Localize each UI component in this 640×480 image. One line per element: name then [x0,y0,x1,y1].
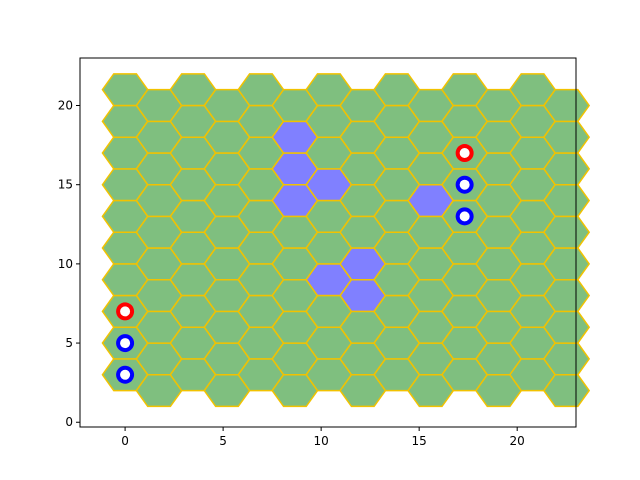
red-ring-marker[interactable] [455,144,474,163]
red-ring-marker[interactable] [116,302,135,321]
markers-layer [116,144,474,384]
x-tick-label: 0 [121,434,129,448]
x-tick-label: 20 [510,434,525,448]
tiles-layer [101,73,591,408]
ring-center [120,306,131,317]
ring-center [459,211,470,222]
x-tick-label: 5 [219,434,227,448]
blue-ring-marker[interactable] [116,365,135,384]
plot-frame [79,57,577,428]
hex-tile[interactable] [542,88,591,123]
blue-ring-marker[interactable] [455,207,474,226]
x-tick-label: 15 [412,434,427,448]
x-tick-label: 10 [313,434,328,448]
y-tick-label: 20 [58,99,73,113]
y-tick-label: 5 [65,336,73,350]
y-tick-label: 0 [65,415,73,429]
blue-ring-marker[interactable] [455,175,474,194]
ring-center [120,369,131,380]
y-tick-label: 10 [58,257,73,271]
x-axis: 0 5 10 15 20 [121,427,525,448]
blue-ring-marker[interactable] [116,334,135,353]
ring-center [459,148,470,159]
ring-center [459,179,470,190]
y-tick-label: 15 [58,178,73,192]
ring-center [120,338,131,349]
y-axis: 0 5 10 15 20 [58,99,80,429]
